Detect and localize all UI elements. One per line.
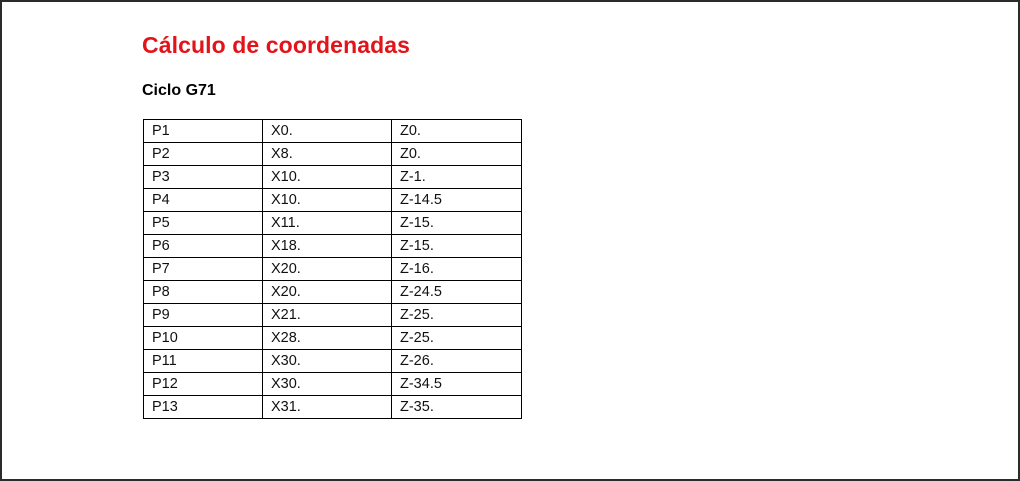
section-subtitle: Ciclo G71: [142, 82, 216, 99]
z-coordinate-cell: Z-35.: [391, 395, 522, 419]
document-title: Cálculo de coordenadas: [142, 32, 411, 58]
point-cell: P1: [143, 119, 263, 143]
z-coordinate-cell: Z-16.: [391, 257, 522, 281]
table-row: P6 X18. Z-15.: [143, 234, 522, 258]
point-cell: P11: [143, 349, 263, 373]
z-coordinate-cell: Z-25.: [391, 326, 522, 350]
table-row: P3 X10. Z-1.: [143, 165, 522, 189]
table-row: P9 X21. Z-25.: [143, 303, 522, 327]
table-row: P4 X10. Z-14.5: [143, 188, 522, 212]
table-row: P5 X11. Z-15.: [143, 211, 522, 235]
coordinates-table: P1 X0. Z0. P2 X8. Z0. P3 X10. Z-1. P4 X10. Z-14.5 P5…: [143, 119, 522, 419]
x-coordinate-cell: X30.: [262, 349, 392, 373]
table-row: P2 X8. Z0.: [143, 142, 522, 166]
x-coordinate-cell: X20.: [262, 280, 392, 304]
coordinates-table-body: P1 X0. Z0. P2 X8. Z0. P3 X10. Z-1. P4 X10. Z-14.5 P5…: [143, 119, 522, 419]
z-coordinate-cell: Z0.: [391, 119, 522, 143]
z-coordinate-cell: Z-15.: [391, 211, 522, 235]
z-coordinate-cell: Z-1.: [391, 165, 522, 189]
table-row: P7 X20. Z-16.: [143, 257, 522, 281]
table-row: P10 X28. Z-25.: [143, 326, 522, 350]
z-coordinate-cell: Z-25.: [391, 303, 522, 327]
point-cell: P9: [143, 303, 263, 327]
z-coordinate-cell: Z-15.: [391, 234, 522, 258]
point-cell: P7: [143, 257, 263, 281]
point-cell: P13: [143, 395, 263, 419]
point-cell: P10: [143, 326, 263, 350]
z-coordinate-cell: Z-34.5: [391, 372, 522, 396]
z-coordinate-cell: Z-14.5: [391, 188, 522, 212]
x-coordinate-cell: X8.: [262, 142, 392, 166]
x-coordinate-cell: X11.: [262, 211, 392, 235]
table-row: P11 X30. Z-26.: [143, 349, 522, 373]
point-cell: P6: [143, 234, 263, 258]
x-coordinate-cell: X10.: [262, 188, 392, 212]
x-coordinate-cell: X10.: [262, 165, 392, 189]
point-cell: P12: [143, 372, 263, 396]
x-coordinate-cell: X28.: [262, 326, 392, 350]
point-cell: P4: [143, 188, 263, 212]
table-row: P1 X0. Z0.: [143, 119, 522, 143]
z-coordinate-cell: Z0.: [391, 142, 522, 166]
x-coordinate-cell: X31.: [262, 395, 392, 419]
table-row: P8 X20. Z-24.5: [143, 280, 522, 304]
point-cell: P2: [143, 142, 263, 166]
x-coordinate-cell: X21.: [262, 303, 392, 327]
z-coordinate-cell: Z-24.5: [391, 280, 522, 304]
x-coordinate-cell: X18.: [262, 234, 392, 258]
x-coordinate-cell: X0.: [262, 119, 392, 143]
x-coordinate-cell: X30.: [262, 372, 392, 396]
point-cell: P5: [143, 211, 263, 235]
point-cell: P8: [143, 280, 263, 304]
x-coordinate-cell: X20.: [262, 257, 392, 281]
table-row: P12 X30. Z-34.5: [143, 372, 522, 396]
table-row: P13 X31. Z-35.: [143, 395, 522, 419]
z-coordinate-cell: Z-26.: [391, 349, 522, 373]
point-cell: P3: [143, 165, 263, 189]
